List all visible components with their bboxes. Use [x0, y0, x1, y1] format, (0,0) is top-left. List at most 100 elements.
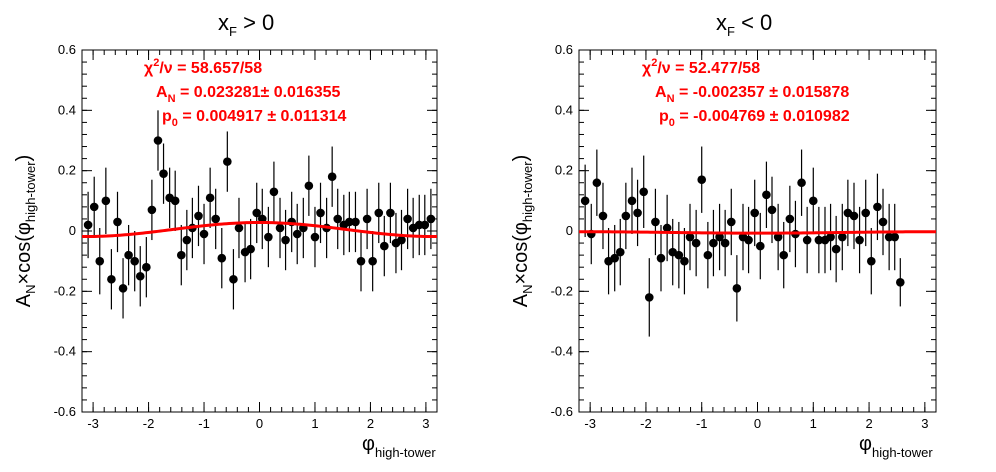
left-data-point — [374, 208, 384, 218]
right-data-point — [767, 205, 777, 215]
right-data-point — [703, 250, 713, 260]
left-data-point — [101, 196, 111, 206]
left-x-axis: -3 -2 -1 0 1 2 3 — [81, 50, 438, 431]
right-p0-label: p0 = -0.004769 ± 0.010982 — [659, 108, 850, 129]
right-data-point — [715, 232, 724, 242]
left-data-point — [281, 235, 290, 245]
right-data-point — [797, 178, 806, 188]
right-x-tick-label: -1 — [696, 416, 708, 431]
left-data-point — [316, 208, 325, 218]
right-y-axis-title: AN×cos(φhigh-tower) — [510, 155, 535, 308]
left-data-point — [223, 157, 232, 166]
right-data-point — [720, 238, 730, 248]
right-data-point — [592, 178, 602, 188]
left-x-tick-label: -1 — [198, 416, 210, 431]
right-data-point — [878, 217, 888, 227]
right-data-point — [674, 250, 684, 260]
left-data-point — [142, 262, 151, 272]
right-an-label: AN = -0.002357 ± 0.015878 — [655, 84, 849, 105]
right-x-tick-label: -3 — [584, 416, 596, 431]
right-data-point — [890, 232, 900, 242]
right-y-tick-label: -0.6 — [551, 404, 573, 419]
left-x-tick-label: 0 — [256, 416, 263, 431]
left-data-point — [362, 214, 372, 224]
left-y-tick-label: 0.2 — [58, 163, 76, 178]
left-y-tick-label: 0 — [69, 223, 76, 238]
right-data-point — [755, 241, 765, 251]
right-data-point — [732, 284, 742, 293]
right-data-point — [610, 253, 619, 263]
left-data-point — [176, 250, 186, 260]
right-data-point — [627, 196, 637, 206]
right-data-point — [709, 238, 718, 248]
right-y-tick-label: 0 — [566, 223, 573, 238]
left-panel-title: xF > 0 — [218, 10, 274, 39]
left-data-point — [368, 256, 377, 266]
right-data-point — [808, 196, 818, 206]
left-data-point — [380, 241, 389, 251]
left-chi2-label: χ2/ν = 58.657/58 — [144, 57, 262, 77]
left-data-point — [304, 181, 314, 191]
left-data-point — [252, 208, 262, 218]
left-data-point — [159, 169, 168, 178]
right-data-point — [896, 277, 905, 287]
right-data-point — [802, 235, 812, 245]
left-data-point — [118, 284, 128, 293]
left-x-tick-label: 2 — [367, 416, 374, 431]
right-x-tick-label: 2 — [865, 416, 872, 431]
left-data-point — [234, 223, 244, 233]
right-data-point — [615, 247, 625, 257]
right-data-point — [837, 232, 847, 242]
right-y-tick-label: 0.4 — [555, 102, 573, 117]
left-data-point — [205, 193, 215, 203]
left-data-point — [130, 256, 139, 266]
right-data-point — [598, 211, 608, 221]
left-data-point — [153, 136, 163, 145]
left-x-tick-label: 1 — [311, 416, 318, 431]
right-y-tick-label: -0.4 — [551, 344, 573, 359]
left-data-point — [345, 217, 354, 227]
right-panel: xF < 0 -0.6 -0.4 -0.2 0 0.2 0.4 0.6 -3 -2 -1 0 1 2 3… — [510, 10, 937, 460]
left-data-point — [229, 274, 238, 284]
left-data-point — [351, 217, 360, 227]
right-y-tick-label: 0.6 — [555, 42, 573, 57]
right-data-point — [762, 190, 771, 200]
right-data-point — [662, 223, 672, 233]
right-y-tick-label: 0.2 — [555, 163, 573, 178]
right-data-point — [855, 235, 864, 245]
right-fit-curve — [579, 230, 936, 235]
left-data-point — [95, 256, 105, 266]
right-data-point — [826, 232, 835, 242]
right-y-tick-label: -0.2 — [551, 283, 573, 298]
left-panel: xF > 0 -0.6 -0.4 -0.2 0 0.2 0.4 0.6 -3 -2 -1 0 1 2 3… — [13, 10, 438, 460]
right-data-point — [873, 202, 882, 212]
right-x-tick-label: 1 — [810, 416, 817, 431]
left-x-tick-label: -3 — [87, 416, 99, 431]
right-data-point — [779, 250, 789, 260]
right-data-point — [651, 217, 660, 227]
right-x-tick-label: 3 — [921, 416, 928, 431]
right-data-point — [785, 214, 795, 224]
left-y-tick-label: -0.4 — [54, 344, 76, 359]
left-y-axis: -0.6 -0.4 -0.2 0 0.2 0.4 0.6 — [54, 42, 437, 419]
right-x-axis-title: φhigh-tower — [859, 433, 933, 460]
left-data-point — [420, 220, 430, 230]
right-data-points — [580, 146, 905, 337]
left-data-point — [83, 220, 93, 230]
right-data-point — [580, 196, 590, 206]
left-data-point — [269, 187, 279, 197]
right-data-point — [691, 238, 701, 248]
left-y-axis-title: AN×cos(φhigh-tower) — [13, 155, 38, 308]
left-data-point — [264, 232, 273, 242]
left-data-point — [397, 235, 406, 245]
right-data-point — [639, 187, 649, 197]
right-data-point — [644, 293, 654, 302]
left-data-point — [113, 217, 122, 227]
right-data-point — [831, 244, 841, 254]
left-data-point — [135, 271, 145, 281]
left-y-tick-label: 0.4 — [58, 102, 76, 117]
right-panel-title: xF < 0 — [716, 10, 772, 39]
right-data-point — [697, 175, 707, 185]
left-data-point — [107, 274, 116, 284]
